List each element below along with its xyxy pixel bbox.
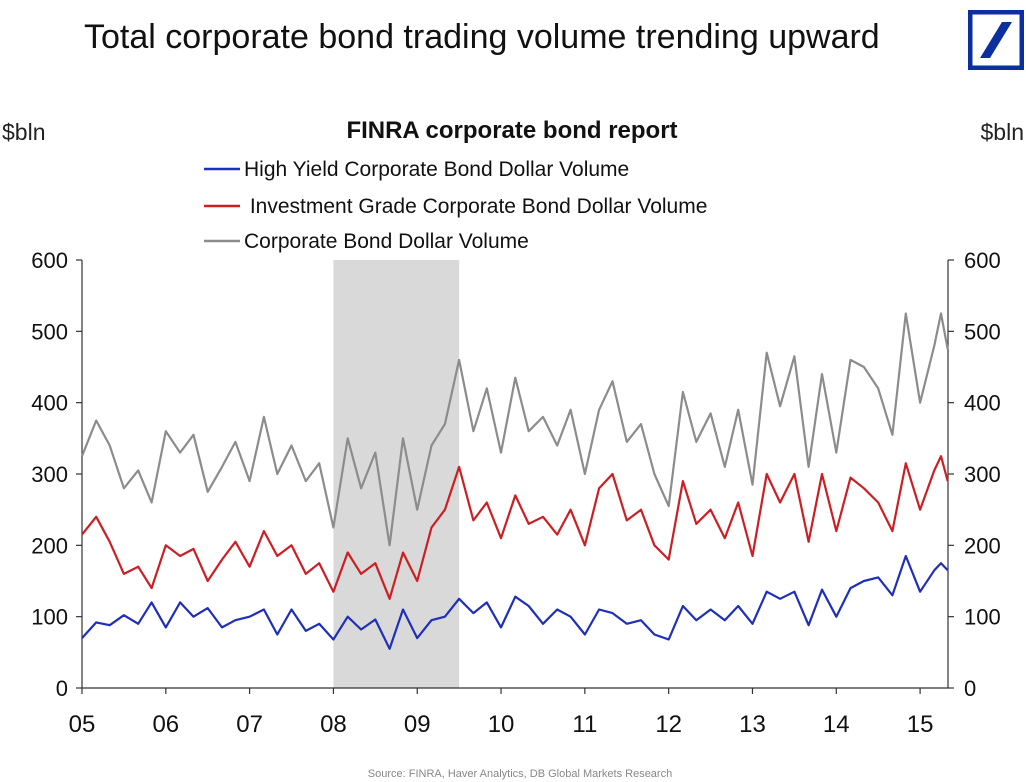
- x-ticks: 05 06 07 08 09 10 11 12 13 14 15: [69, 688, 934, 738]
- y-tick-label-left: 0: [56, 676, 68, 701]
- x-tick-label: 13: [739, 711, 766, 738]
- series-line-total: [80, 312, 949, 547]
- y-tick-label-right: 600: [964, 248, 1001, 273]
- y-axis-left-unit: $bln: [2, 119, 45, 145]
- logo-slash: [980, 22, 1012, 58]
- deutsche-bank-slash-logo-icon: [968, 10, 1024, 70]
- y-tick-label-left: 600: [31, 248, 68, 273]
- x-tick-label: 08: [320, 711, 347, 738]
- x-tick-label: 12: [655, 711, 682, 738]
- axes: [81, 260, 949, 689]
- recession-shade: [333, 260, 460, 688]
- y-tick-label-left: 500: [31, 319, 68, 344]
- series-lines: [80, 312, 949, 650]
- series-line-high-yield: [81, 554, 949, 650]
- x-tick-label: 15: [907, 711, 934, 738]
- y-ticks: 0 0 100 100 200 200 300 300 400 400 500 500 600 600: [31, 248, 1000, 701]
- y-tick-label-left: 300: [31, 462, 68, 487]
- logo-frame: [968, 10, 1024, 70]
- y-axis-right-unit: $bln: [981, 119, 1024, 145]
- series-line-investment-grade: [81, 455, 949, 600]
- x-tick-label: 14: [823, 711, 850, 738]
- headline: Total corporate bond trading volume tren…: [84, 18, 880, 56]
- legend-label-high-yield: High Yield Corporate Bond Dollar Volume: [244, 158, 629, 181]
- y-tick-label-right: 200: [964, 533, 1001, 558]
- y-tick-label-right: 100: [964, 605, 1001, 630]
- legend: High Yield Corporate Bond Dollar Volume …: [204, 158, 707, 253]
- x-tick-label: 07: [236, 711, 263, 738]
- y-tick-label-left: 400: [31, 391, 68, 416]
- x-tick-label: 06: [152, 711, 179, 738]
- y-tick-label-right: 0: [964, 676, 976, 701]
- y-tick-label-right: 300: [964, 462, 1001, 487]
- y-tick-label-left: 100: [31, 605, 68, 630]
- x-tick-label: 10: [488, 711, 515, 738]
- y-tick-label-right: 500: [964, 319, 1001, 344]
- x-tick-label: 11: [572, 711, 597, 738]
- source-note: Source: FINRA, Haver Analytics, DB Globa…: [368, 768, 672, 780]
- x-tick-label: 05: [69, 711, 96, 738]
- x-tick-label: 09: [404, 711, 431, 738]
- legend-label-total: Corporate Bond Dollar Volume: [244, 230, 529, 253]
- chart-title: FINRA corporate bond report: [346, 117, 677, 144]
- y-tick-label-left: 200: [31, 533, 68, 558]
- y-tick-label-right: 400: [964, 391, 1001, 416]
- legend-label-investment-grade: Investment Grade Corporate Bond Dollar V…: [244, 195, 707, 218]
